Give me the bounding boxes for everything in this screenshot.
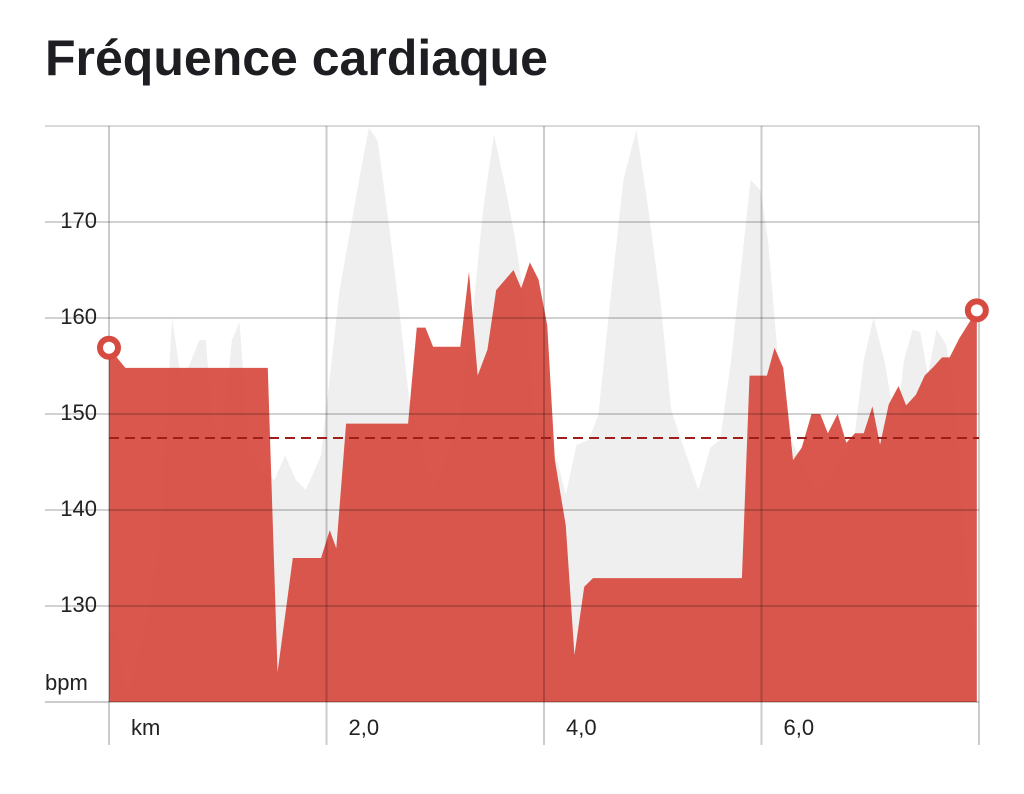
y-tick-label: 130	[60, 592, 97, 617]
end-marker	[964, 298, 989, 323]
y-tick-label: 150	[60, 400, 97, 425]
x-tick-label: 2,0	[349, 715, 380, 740]
y-tick-label: 170	[60, 208, 97, 233]
y-tick-label: 160	[60, 304, 97, 329]
x-tick-label: 4,0	[566, 715, 597, 740]
heart-rate-area	[109, 262, 977, 702]
y-tick-label: 140	[60, 496, 97, 521]
start-marker	[97, 335, 121, 360]
chart-title: Fréquence cardiaque	[45, 30, 548, 86]
y-axis-label: bpm	[45, 670, 88, 695]
x-tick-label: 6,0	[784, 715, 815, 740]
x-tick-label: km	[131, 715, 160, 740]
